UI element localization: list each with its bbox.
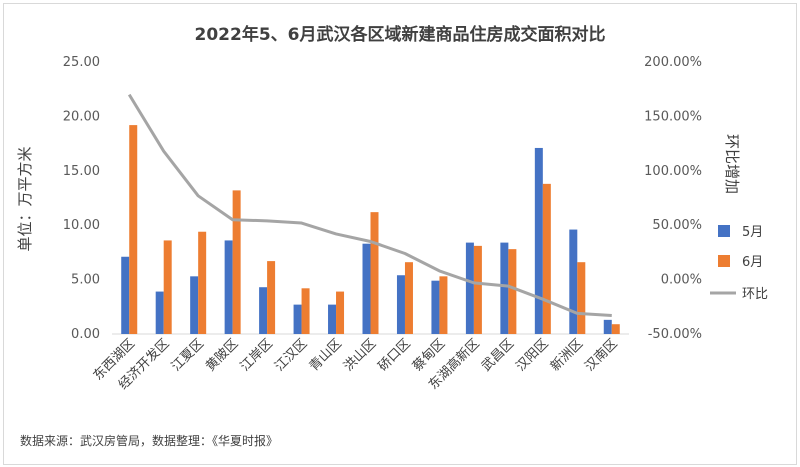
category-label: 江汉区 [272,336,310,374]
chart-svg: 2022年5、6月武汉各区域新建商品住房成交面积对比 0.00 5.00 10.00… [16,24,768,448]
left-tick-label: 25.00 [63,55,100,70]
bar-may [328,304,337,334]
bar-june [473,245,482,334]
category-label: 武昌区 [479,336,517,374]
bar-june [336,291,345,334]
bar-june [267,261,276,334]
source-note: 数据来源：武汉房管局，数据整理：《华夏时报》 [20,433,278,448]
bar-may [396,275,405,334]
bar-june [508,249,517,334]
left-tick-label: 20.00 [63,109,100,124]
legend-label: 6月 [742,255,763,270]
left-axis-title: 单位：万平方米 [16,146,34,251]
category-label: 黄陂区 [203,336,242,375]
bar-june [129,125,138,334]
bar-may [569,229,578,334]
category-label: 洪山区 [341,336,379,374]
legend-swatch [718,255,730,267]
right-tick-label: 50.00% [652,218,702,233]
right-tick-label: 150.00% [644,109,702,124]
left-tick-label: 5.00 [71,273,100,288]
bar-may [224,240,233,334]
bar-series [121,125,620,334]
right-tick-label: -50.00% [648,327,702,342]
bar-may [534,147,543,334]
legend-label: 环比 [742,287,768,302]
left-tick-label: 10.00 [63,218,100,233]
right-axis-title: 环比增加 [723,134,741,194]
bar-may [190,276,199,334]
left-axis-ticks: 0.00 5.00 10.00 15.00 20.00 25.00 [63,55,100,342]
bar-june [611,324,620,334]
category-label: 江夏区 [169,336,207,374]
line-series [127,93,612,318]
bar-june [301,288,310,334]
bar-may [431,280,440,334]
bar-may [465,242,474,334]
left-tick-label: 15.00 [63,164,100,179]
bar-june [404,262,413,334]
legend-label: 5月 [742,225,763,240]
category-label: 汉南区 [582,336,621,375]
right-tick-label: 200.00% [644,55,702,70]
chart-title: 2022年5、6月武汉各区域新建商品住房成交面积对比 [195,24,606,45]
bar-may [293,304,302,334]
category-label: 新洲区 [547,336,586,375]
left-tick-label: 0.00 [71,327,100,342]
category-label: 青山区 [307,336,345,374]
bar-may [500,242,509,334]
chart-frame: 2022年5、6月武汉各区域新建商品住房成交面积对比 0.00 5.00 10.00… [3,3,797,465]
right-axis-ticks: -50.00% 0.00% 50.00% 100.00% 150.00% 200.00% [644,55,702,342]
bar-june [198,231,207,334]
right-tick-label: 100.00% [644,164,702,179]
bar-june [577,262,586,334]
bar-may [259,287,268,334]
bar-june [439,276,448,334]
bar-may [362,243,371,334]
bar-june [163,240,172,334]
bar-may [121,256,130,334]
bar-may [155,291,164,334]
bar-june [370,212,379,334]
mom-line [127,93,612,318]
bar-june [542,183,551,334]
category-labels: 东西湖区经济开发区江夏区黄陂区江岸区江汉区青山区洪山区硚口区蔡甸区东湖高新区武昌… [91,336,621,393]
right-tick-label: 0.00% [661,273,702,288]
category-label: 江岸区 [238,336,276,374]
bar-may [603,319,612,334]
category-label: 汉阳区 [513,336,551,374]
category-label: 硚口区 [376,336,414,374]
bar-june [232,190,241,334]
legend-swatch [718,225,730,237]
